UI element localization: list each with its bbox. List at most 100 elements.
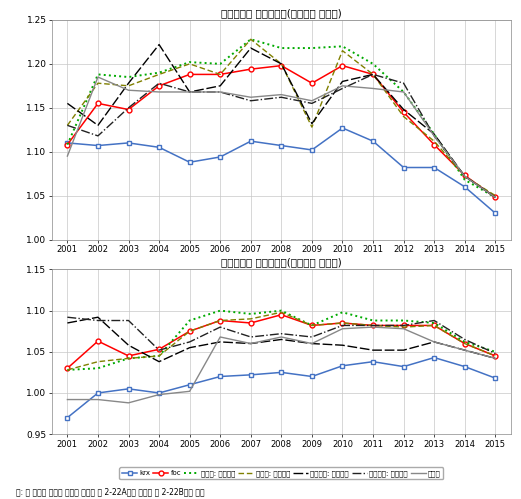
- 차별화: 한정시장: (2.01e+03, 1.08): 한정시장: (2.01e+03, 1.08): [370, 322, 376, 328]
- 차별화: 한정시장: (2e+03, 1.13): 한정시장: (2e+03, 1.13): [64, 122, 70, 128]
- 원가우위: 범용시장: (2.01e+03, 1.12): 범용시장: (2.01e+03, 1.12): [431, 131, 437, 137]
- foc: [95, 100, 101, 106]
- foc: [309, 322, 315, 328]
- 차별화: 범용시장: (2.01e+03, 1.2): 범용시장: (2.01e+03, 1.2): [370, 61, 376, 67]
- 차별화: 한정시장: (2e+03, 1.19): 한정시장: (2e+03, 1.19): [156, 71, 162, 77]
- 차별화: 한정시장: (2.01e+03, 1.23): 한정시장: (2.01e+03, 1.23): [247, 36, 254, 42]
- 차별화: 범용시장: (2.01e+03, 1.06): 범용시장: (2.01e+03, 1.06): [462, 339, 468, 345]
- krx: [370, 359, 376, 365]
- krx: [278, 143, 284, 149]
- 차별화: 한정시장: (2e+03, 1.03): 한정시장: (2e+03, 1.03): [64, 367, 70, 373]
- 무응답: [431, 133, 437, 139]
- 원가우위: 범용시장: (2e+03, 1.13): 범용시장: (2e+03, 1.13): [95, 122, 101, 128]
- 차별화: 범용시장: (2.01e+03, 1.1): 범용시장: (2.01e+03, 1.1): [278, 307, 284, 313]
- 원가우위: 한정시장: (2e+03, 1.06): 한정시장: (2e+03, 1.06): [187, 339, 193, 345]
- 차별화: 한정시장: (2.01e+03, 1.13): 한정시장: (2.01e+03, 1.13): [309, 124, 315, 130]
- krx: [187, 382, 193, 388]
- krx: [126, 140, 132, 146]
- 차별화: 한정시장: (2.01e+03, 1.1): 한정시장: (2.01e+03, 1.1): [278, 309, 284, 315]
- krx: [492, 210, 499, 216]
- Line: 원가우위: 한정시장: 원가우위: 한정시장: [67, 317, 495, 353]
- krx: [156, 144, 162, 150]
- 무응답: [492, 355, 499, 361]
- foc: [431, 322, 437, 328]
- Line: 무응답: 무응답: [67, 77, 495, 198]
- 원가우위: 한정시장: (2.01e+03, 1.18): 한정시장: (2.01e+03, 1.18): [401, 80, 407, 86]
- 원가우위: 범용시장: (2.01e+03, 1.06): 범용시장: (2.01e+03, 1.06): [309, 340, 315, 346]
- Legend: krx, foc, 차별화: 범용시장, 차별화: 한정시장, 원가우위: 범용시장, 원가우위: 한정시장, 무응답: krx, foc, 차별화: 범용시장, 차별화: 한정시장, 원가우위: 범용…: [119, 271, 443, 284]
- 원가우위: 한정시장: (2e+03, 1.09): 한정시장: (2e+03, 1.09): [64, 314, 70, 320]
- foc: [492, 353, 499, 359]
- foc: [64, 365, 70, 371]
- 원가우위: 한정시장: (2e+03, 1.12): 한정시장: (2e+03, 1.12): [95, 133, 101, 139]
- 원가우위: 범용시장: (2.01e+03, 1.05): 범용시장: (2.01e+03, 1.05): [370, 347, 376, 353]
- krx: [401, 165, 407, 171]
- 원가우위: 한정시장: (2e+03, 1.15): 한정시장: (2e+03, 1.15): [126, 105, 132, 111]
- 차별화: 범용시장: (2.01e+03, 1.08): 범용시장: (2.01e+03, 1.08): [431, 320, 437, 326]
- 무응답: [126, 400, 132, 406]
- 원가우위: 범용시장: (2.02e+03, 1.04): 범용시장: (2.02e+03, 1.04): [492, 355, 499, 361]
- 무응답: [126, 87, 132, 93]
- 원가우위: 범용시장: (2e+03, 1.16): 범용시장: (2e+03, 1.16): [64, 100, 70, 106]
- 무응답: [217, 89, 224, 95]
- 원가우위: 한정시장: (2e+03, 1.05): 한정시장: (2e+03, 1.05): [156, 347, 162, 353]
- foc: [217, 317, 224, 323]
- 차별화: 한정시장: (2e+03, 1.07): 한정시장: (2e+03, 1.07): [187, 328, 193, 334]
- Text: 주: 위 그림과 관련된 통계는 《부록 표 2-22A》와 《부록 표 2-22B》를 참조: 주: 위 그림과 관련된 통계는 《부록 표 2-22A》와 《부록 표 2-2…: [16, 488, 204, 497]
- 무응답: [247, 94, 254, 100]
- krx: [187, 159, 193, 165]
- foc: [126, 353, 132, 359]
- foc: [370, 322, 376, 328]
- krx: [309, 373, 315, 379]
- 원가우위: 범용시장: (2.01e+03, 1.05): 범용시장: (2.01e+03, 1.05): [462, 347, 468, 353]
- foc: [339, 320, 345, 326]
- 차별화: 범용시장: (2e+03, 1.19): 범용시장: (2e+03, 1.19): [95, 71, 101, 77]
- 원가우위: 한정시장: (2e+03, 1.13): 한정시장: (2e+03, 1.13): [64, 122, 70, 128]
- Line: 차별화: 한정시장: 차별화: 한정시장: [67, 39, 495, 196]
- 차별화: 한정시장: (2.01e+03, 1.19): 한정시장: (2.01e+03, 1.19): [217, 71, 224, 77]
- 무응답: [95, 74, 101, 80]
- foc: [401, 109, 407, 115]
- 원가우위: 한정시장: (2.01e+03, 1.12): 한정시장: (2.01e+03, 1.12): [431, 133, 437, 139]
- 원가우위: 범용시장: (2.01e+03, 1.05): 범용시장: (2.01e+03, 1.05): [401, 347, 407, 353]
- Line: 차별화: 범용시장: 차별화: 범용시장: [67, 39, 495, 198]
- 원가우위: 한정시장: (2.02e+03, 1.05): 한정시장: (2.02e+03, 1.05): [492, 350, 499, 356]
- 무응답: [401, 326, 407, 332]
- 무응답: [370, 85, 376, 91]
- 무응답: [187, 89, 193, 95]
- krx: [370, 138, 376, 144]
- 차별화: 한정시장: (2.02e+03, 1.05): 한정시장: (2.02e+03, 1.05): [492, 193, 499, 199]
- 차별화: 한정시장: (2e+03, 1.18): 한정시장: (2e+03, 1.18): [95, 80, 101, 86]
- 원가우위: 범용시장: (2.01e+03, 1.06): 범용시장: (2.01e+03, 1.06): [278, 336, 284, 342]
- foc: [247, 320, 254, 326]
- 무응답: [431, 339, 437, 345]
- 원가우위: 범용시장: (2e+03, 1.17): 범용시장: (2e+03, 1.17): [187, 89, 193, 95]
- 차별화: 한정시장: (2e+03, 1.18): 한정시장: (2e+03, 1.18): [126, 83, 132, 89]
- 차별화: 범용시장: (2.01e+03, 1.07): 범용시장: (2.01e+03, 1.07): [462, 177, 468, 183]
- 원가우위: 한정시장: (2e+03, 1.09): 한정시장: (2e+03, 1.09): [126, 317, 132, 323]
- 원가우위: 한정시장: (2e+03, 1.09): 한정시장: (2e+03, 1.09): [95, 317, 101, 323]
- 원가우위: 범용시장: (2.01e+03, 1.06): 범용시장: (2.01e+03, 1.06): [217, 339, 224, 345]
- Line: krx: krx: [65, 355, 498, 420]
- 원가우위: 범용시장: (2e+03, 1.05): 범용시장: (2e+03, 1.05): [187, 345, 193, 351]
- 차별화: 한정시장: (2.01e+03, 1.08): 한정시장: (2.01e+03, 1.08): [431, 322, 437, 328]
- 차별화: 한정시장: (2.01e+03, 1.14): 한정시장: (2.01e+03, 1.14): [401, 114, 407, 120]
- Line: foc: foc: [65, 63, 498, 200]
- 차별화: 범용시장: (2.01e+03, 1.23): 범용시장: (2.01e+03, 1.23): [247, 36, 254, 42]
- 차별화: 한정시장: (2.01e+03, 1.08): 한정시장: (2.01e+03, 1.08): [309, 322, 315, 328]
- 원가우위: 한정시장: (2.01e+03, 1.16): 한정시장: (2.01e+03, 1.16): [309, 100, 315, 106]
- 원가우위: 한정시장: (2.01e+03, 1.08): 한정시장: (2.01e+03, 1.08): [401, 322, 407, 328]
- 원가우위: 한정시장: (2.01e+03, 1.08): 한정시장: (2.01e+03, 1.08): [339, 322, 345, 328]
- 차별화: 범용시장: (2.01e+03, 1.09): 범용시장: (2.01e+03, 1.09): [370, 317, 376, 323]
- 원가우위: 범용시장: (2e+03, 1.09): 범용시장: (2e+03, 1.09): [95, 314, 101, 320]
- krx: [309, 147, 315, 153]
- 원가우위: 한정시장: (2.01e+03, 1.08): 한정시장: (2.01e+03, 1.08): [370, 322, 376, 328]
- 원가우위: 범용시장: (2.01e+03, 1.19): 범용시장: (2.01e+03, 1.19): [370, 71, 376, 77]
- 원가우위: 범용시장: (2.01e+03, 1.22): 범용시장: (2.01e+03, 1.22): [247, 45, 254, 51]
- 차별화: 한정시장: (2.01e+03, 1.11): 한정시장: (2.01e+03, 1.11): [431, 138, 437, 144]
- 원가우위: 범용시장: (2e+03, 1.04): 범용시장: (2e+03, 1.04): [156, 359, 162, 365]
- 무응답: [462, 173, 468, 179]
- foc: [156, 346, 162, 352]
- 원가우위: 범용시장: (2.02e+03, 1.05): 범용시장: (2.02e+03, 1.05): [492, 195, 499, 201]
- 무응답: [309, 340, 315, 346]
